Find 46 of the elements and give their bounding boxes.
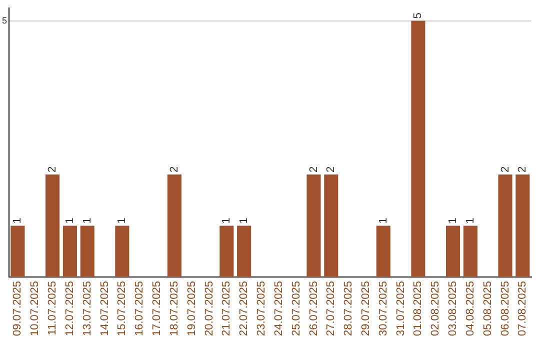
- x-tick-label: 09.07.2025: [12, 280, 24, 336]
- data-label: 5: [412, 12, 424, 19]
- x-tick-label: 28.07.2025: [342, 280, 355, 336]
- x-tick-label: 14.07.2025: [98, 280, 111, 336]
- x-tick-label: 10.07.2025: [29, 280, 42, 336]
- x-tick-label: 04.08.2025: [464, 280, 476, 336]
- x-tick-label: 18.07.2025: [168, 280, 180, 336]
- x-tick-label: 31.07.2025: [394, 280, 407, 336]
- data-label: 1: [238, 218, 250, 224]
- x-tick-label: 16.07.2025: [134, 280, 146, 336]
- data-label: 2: [516, 166, 529, 172]
- data-label: 1: [64, 218, 76, 224]
- data-label: 1: [220, 218, 233, 224]
- data-label: 2: [308, 166, 320, 172]
- data-label: 1: [447, 218, 460, 224]
- data-label: 1: [81, 218, 94, 224]
- x-tick-label: 06.08.2025: [499, 280, 512, 336]
- x-tick-label: 01.08.2025: [412, 280, 424, 336]
- x-tick-label: 11.07.2025: [46, 280, 59, 336]
- x-tick-label: 26.07.2025: [308, 280, 320, 336]
- x-tick-label: 02.08.2025: [430, 280, 442, 336]
- data-label: 2: [499, 166, 512, 172]
- x-tick-label: 21.07.2025: [220, 280, 233, 336]
- x-tick-label: 20.07.2025: [203, 280, 216, 336]
- data-label: 1: [12, 218, 24, 224]
- x-tick-label: 03.08.2025: [447, 280, 460, 336]
- data-label: 1: [464, 218, 476, 224]
- x-tick-label: 15.07.2025: [116, 280, 128, 336]
- data-label: 2: [325, 166, 338, 172]
- x-tick-label: 13.07.2025: [81, 280, 94, 336]
- x-tick-label: 05.08.2025: [482, 280, 494, 336]
- data-label: 1: [377, 218, 390, 224]
- x-tick-label: 19.07.2025: [186, 280, 198, 336]
- x-tick-label: 30.07.2025: [377, 280, 390, 336]
- x-tick-label: 22.07.2025: [238, 280, 250, 336]
- data-label: 1: [116, 218, 128, 224]
- x-tick-label: 07.08.2025: [516, 280, 529, 336]
- x-tick-label: 23.07.2025: [256, 280, 268, 336]
- x-tick-label: 17.07.2025: [151, 280, 164, 336]
- x-tick-label: 12.07.2025: [64, 280, 76, 336]
- x-tick-label: 25.07.2025: [290, 280, 302, 336]
- x-tick-label: 27.07.2025: [325, 280, 338, 336]
- data-label: 2: [46, 166, 59, 172]
- x-tick-label: 29.07.2025: [360, 280, 372, 336]
- x-tick-label: 24.07.2025: [272, 280, 285, 336]
- data-label: 2: [168, 166, 180, 172]
